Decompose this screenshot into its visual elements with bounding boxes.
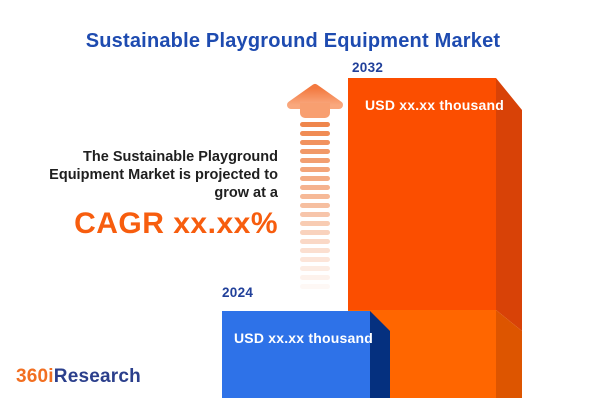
- projection-text-line2: Equipment Market is projected to: [49, 167, 278, 183]
- bar-2024-year-label: 2024: [222, 285, 254, 300]
- projection-text-line3: grow at a: [214, 185, 278, 201]
- page-title: Sustainable Playground Equipment Market: [85, 30, 501, 53]
- logo-360i: 360i: [16, 366, 54, 387]
- cagr-value: CAGR xx.xx%: [74, 207, 278, 240]
- bar-2024-value-label: USD xx.xx thousand: [234, 330, 373, 346]
- arrow-neck: [300, 103, 330, 118]
- projection-block: The Sustainable Playground Equipment Mar…: [28, 148, 278, 241]
- bar-2032-side-bottom: [496, 310, 522, 398]
- bar-2024-side: [370, 311, 390, 398]
- brand-logo: 360iResearch: [16, 366, 141, 388]
- bar-2032-year-label: 2032: [352, 60, 384, 75]
- bar-2024-face: [222, 311, 370, 398]
- arrow-head-icon: [287, 84, 343, 109]
- arrow-dash-trail: [300, 122, 330, 293]
- growth-arrow: [287, 84, 343, 118]
- logo-research: Research: [53, 366, 141, 387]
- bar-2032-value-label: USD xx.xx thousand: [365, 97, 504, 113]
- bar-2024: [222, 311, 390, 398]
- projection-text-line1: The Sustainable Playground: [83, 149, 278, 165]
- bar-2032-face-top: [348, 78, 496, 310]
- bar-2032-side-top: [496, 78, 522, 331]
